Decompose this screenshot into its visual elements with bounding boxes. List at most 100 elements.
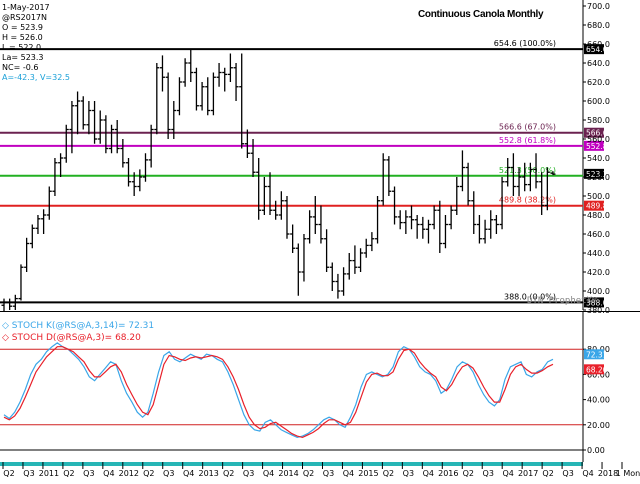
info-high: H = 526.0 xyxy=(2,33,43,42)
info-last: La= 523.3 xyxy=(2,53,44,62)
stoch-d-line xyxy=(3,346,554,439)
price-tick-label: 700.0 xyxy=(587,2,610,11)
stoch-d-legend: ◇ STOCH D(@RS@A,3)= 68.20 xyxy=(2,333,141,343)
price-tick-label: 380.0 xyxy=(587,306,610,315)
stoch-k-legend: ◇ STOCH K(@RS@A,3,14)= 72.31 xyxy=(2,321,154,331)
level-label: 654.6 (100.0%) xyxy=(494,39,556,48)
time-tick-label: Q2 xyxy=(143,469,154,478)
time-axis: Q2 Q3 2011 Q2 Q3 Q4 2012 Q2 Q3 Q4 2013 Q2 Q3 Q4 2014 Q2… xyxy=(0,462,640,478)
info-symbol: @RS2017N xyxy=(2,13,47,22)
level-tag-text: 388.0 xyxy=(586,298,608,307)
level-tag-text: 489.8 xyxy=(586,202,608,211)
price-tick-label: 480.0 xyxy=(587,211,610,220)
time-tick-label: Q2 xyxy=(542,469,553,478)
info-open: O = 523.9 xyxy=(2,23,43,32)
time-tick-label: 2012 xyxy=(119,469,139,478)
stoch-tick-label: 40.00 xyxy=(587,396,610,405)
time-tick-label: Q4 xyxy=(502,469,513,478)
price-tick-label: 440.0 xyxy=(587,249,610,258)
time-tick-label: 2014 xyxy=(278,469,298,478)
price-y-axis: 380.0 400.0 420.0 440.0 460.0 480.0 500.0 520.0… xyxy=(583,2,610,315)
price-tick-label: 680.0 xyxy=(587,21,610,30)
level-tag-text: 654.6 xyxy=(586,45,608,54)
time-tick-label: Q4 xyxy=(582,469,593,478)
time-tick-label: Q2 xyxy=(383,469,394,478)
level-label: 489.8 (38.2%) xyxy=(499,196,556,205)
price-tick-label: 420.0 xyxy=(587,268,610,277)
price-tick-label: 540.0 xyxy=(587,154,610,163)
stoch-tick-label: 0.00 xyxy=(587,446,605,455)
price-tick-label: 460.0 xyxy=(587,230,610,239)
level-label: 552.8 (61.8%) xyxy=(499,136,556,145)
time-tick-label: Q4 xyxy=(263,469,274,478)
time-tick-label: Q3 xyxy=(323,469,334,478)
price-bars xyxy=(1,48,556,312)
price-tick-label: 580.0 xyxy=(587,116,610,125)
info-low: L = 522.0 xyxy=(2,43,42,52)
level-label: 566.6 (67.0%) xyxy=(499,123,556,132)
price-tick-label: 520.0 xyxy=(587,173,610,182)
level-tag xyxy=(584,140,604,151)
info-extra: A=-42.3, V=32.5 xyxy=(2,73,70,82)
price-tick-label: 640.0 xyxy=(587,59,610,68)
stoch-tick-label: 60.00 xyxy=(587,370,610,379)
level-tag xyxy=(584,297,604,308)
time-tick-label: Q3 xyxy=(163,469,174,478)
time-tick-label: 2013 xyxy=(198,469,218,478)
time-tick-label: Q2 xyxy=(63,469,74,478)
chart-title: Continuous Canola Monthly xyxy=(418,9,544,20)
price-tick-label: 660.0 xyxy=(587,40,610,49)
time-axis-band xyxy=(0,462,583,466)
time-tick-label: Q3 xyxy=(403,469,414,478)
time-tick-label: Q2 xyxy=(3,469,14,478)
stoch-tick-label: 20.00 xyxy=(587,421,610,430)
diamond-icon: ◇ xyxy=(2,333,9,343)
time-tick-label: 2016 xyxy=(438,469,458,478)
time-tick-label: Q2 xyxy=(303,469,314,478)
time-tick-label: Q3 xyxy=(562,469,573,478)
last-price-tag-text: 523.3 xyxy=(586,170,608,179)
price-tick-label: 600.0 xyxy=(587,97,610,106)
time-tick-label: Q3 xyxy=(23,469,34,478)
time-tick-label: Q4 xyxy=(343,469,354,478)
level-tag xyxy=(584,127,604,138)
stoch-k-line xyxy=(3,342,554,439)
fib-levels: 654.6 (100.0%) 654.6 566.6 (67.0%) 566.6 552… xyxy=(0,39,608,308)
info-net-change: NC= -0.6 xyxy=(2,63,39,72)
time-tick-label: Q2 xyxy=(463,469,474,478)
watermark: DTN ProphetX® xyxy=(527,296,598,306)
time-tick-label: 2011 xyxy=(39,469,59,478)
stoch-d-legend-text: STOCH D(@RS@A,3)= 68.20 xyxy=(11,333,141,343)
price-tick-label: 560.0 xyxy=(587,135,610,144)
stoch-last-tag-text: 68.20 xyxy=(586,365,608,374)
diamond-icon: ◇ xyxy=(2,321,9,331)
time-tick-label: Q2 xyxy=(223,469,234,478)
time-tick-label: Q3 xyxy=(83,469,94,478)
time-tick-label: 2018 xyxy=(598,469,618,478)
info-date: 1-May-2017 xyxy=(2,3,50,12)
time-tick-label: Q3 xyxy=(483,469,494,478)
time-tick-label: Q3 xyxy=(243,469,254,478)
time-tick-label: 2015 xyxy=(358,469,378,478)
time-tick-label: Q4 xyxy=(103,469,114,478)
level-tag xyxy=(584,44,604,55)
time-tick-label: Q4 xyxy=(183,469,194,478)
level-label: 388.0 (0.0%) xyxy=(504,292,556,301)
price-tick-label: 500.0 xyxy=(587,192,610,201)
last-price-tag xyxy=(584,168,604,179)
time-tick-label: Q4 xyxy=(423,469,434,478)
level-tag xyxy=(584,200,604,211)
stoch-last-tag-text: 72.31 xyxy=(586,350,608,359)
stoch-last-tag xyxy=(584,349,604,360)
time-tick-label: 2017 xyxy=(518,469,538,478)
price-tick-label: 620.0 xyxy=(587,78,610,87)
level-tag-text: 566.6 xyxy=(586,129,608,138)
stoch-k-legend-text: STOCH K(@RS@A,3,14)= 72.31 xyxy=(11,321,155,331)
time-tick-label: 1 Mon xyxy=(616,469,640,478)
stoch-last-tag xyxy=(584,364,604,375)
price-tick-label: 400.0 xyxy=(587,287,610,296)
level-tag-text: 552.8 xyxy=(586,142,608,151)
